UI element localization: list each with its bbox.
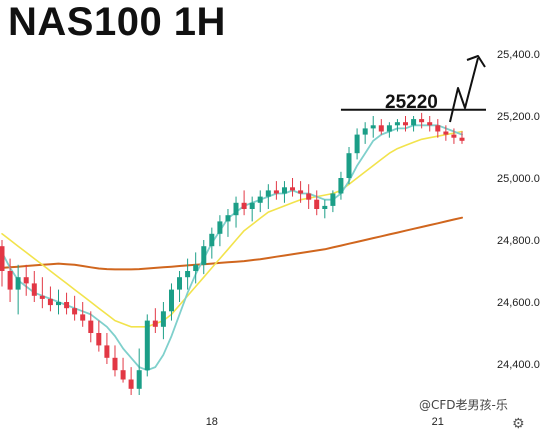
candle-body [257,196,263,203]
candle-body [241,202,247,209]
candle-body [72,308,78,315]
candle-body [330,193,336,206]
candle-body [322,205,328,209]
candle-body [96,333,102,346]
candle-body [394,122,400,126]
candle-body [23,277,29,284]
breakout-arrow-head [466,55,486,68]
candle-body [185,271,191,278]
candle-body [314,199,320,209]
candle-body [346,153,352,178]
y-tick-label: 24,600.0 [497,297,540,309]
candle-body [128,379,134,389]
candle-body [144,320,150,371]
annotations: 25220 [340,55,486,123]
candle-body [0,246,5,271]
candle-body [64,302,70,309]
moving-averages [1,124,463,372]
candle-body [249,202,255,209]
candle-body [378,125,384,132]
axis-labels: 24,400.0 24,600.0 24,800.0 25,000.0 25,200.0… [206,49,540,428]
candle-body [209,233,215,247]
candle-body [290,187,295,191]
candle-body [112,357,118,371]
candle-body [136,370,142,389]
candle-body [459,137,465,141]
candle-body [298,190,304,194]
ma-fast-line [1,124,463,372]
candle-body [338,178,344,194]
candle-body [451,134,457,138]
candle-body [411,119,417,126]
candle-body [104,345,110,358]
candle-body [31,283,37,296]
ma-slow-line [1,216,463,271]
y-tick-label: 25,400.0 [497,49,540,61]
candle-body [201,246,207,265]
resistance-level-label: 25220 [385,92,438,113]
candle-body [152,320,158,327]
candle-body [88,320,94,333]
candle-body [386,125,392,132]
candle-body [265,190,271,197]
candle-body [39,295,45,299]
candle-body [370,125,376,129]
candle-body [233,202,239,216]
candle-body [177,277,182,290]
candle-body [225,215,231,222]
settings-gear-icon[interactable]: ⚙ [512,416,525,432]
candle-body [160,311,166,327]
candle-body [427,122,433,126]
y-tick-label: 25,200.0 [497,111,540,123]
candle-body [435,125,441,132]
candle-body [15,277,21,290]
candle-body [56,302,61,306]
ma-mid-line [1,130,463,328]
candle-body [7,271,13,290]
y-tick-label: 24,400.0 [497,359,540,371]
candle-body [273,190,279,194]
candle-body [217,221,223,234]
candle-body [306,193,312,200]
x-tick-label: 18 [206,416,218,428]
y-tick-label: 25,000.0 [497,173,540,185]
candle-body [354,134,360,154]
candle-body [419,119,425,123]
candle-body [403,122,408,126]
candles [0,112,465,395]
candle-body [193,264,199,271]
watermark: @CFD老男孩-乐 [419,398,508,412]
candle-body [169,289,174,312]
candle-body [120,370,126,380]
y-tick-label: 24,800.0 [497,235,540,247]
candle-body [47,298,53,306]
candle-body [443,131,449,135]
breakout-arrow-path [449,57,479,123]
candle-body [362,128,368,135]
chart-title: NAS100 1H [8,0,226,44]
x-tick-label: 21 [432,416,444,428]
candle-body [80,314,86,321]
candle-body [282,187,287,194]
